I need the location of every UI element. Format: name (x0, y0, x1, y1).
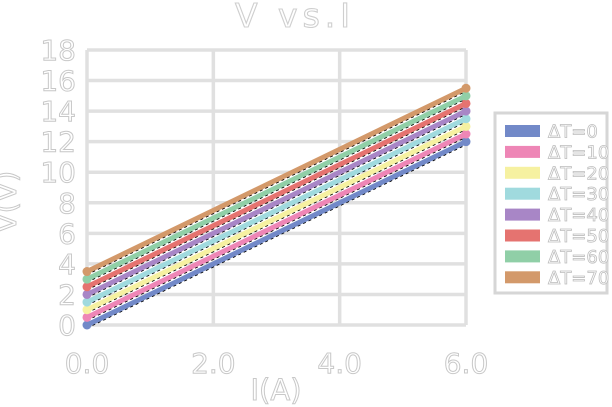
legend-item: ΔT=70 (505, 267, 610, 289)
data-point (82, 297, 92, 307)
series-line (84, 85, 469, 275)
series-ΔT=10 (82, 129, 471, 322)
legend-swatch (505, 125, 540, 137)
series-ΔT=40 (82, 106, 471, 299)
fit-line (86, 98, 467, 283)
data-point (82, 267, 92, 277)
series-ΔT=50 (82, 98, 471, 292)
fit-line (86, 113, 467, 298)
x-axis-tick-labels: 0.0 2.0 4.0 6.0 (64, 347, 489, 381)
legend-label: ΔT=70 (548, 268, 609, 289)
legend-item: ΔT=10 (505, 142, 610, 164)
y-tick-label: 8 (58, 187, 76, 220)
y-tick-label: 0 (58, 309, 76, 342)
legend-item: ΔT=30 (505, 184, 610, 206)
series-line (84, 131, 469, 320)
legend-item: ΔT=40 (505, 205, 610, 227)
data-point (461, 91, 471, 101)
data-point (461, 129, 471, 139)
data-point (82, 312, 92, 322)
y-tick-label: 10 (40, 156, 76, 189)
legend-label: ΔT=10 (548, 142, 609, 163)
legend-swatch (505, 145, 540, 158)
fit-line (86, 144, 467, 329)
fit-line (86, 128, 467, 314)
x-tick-label: 0.0 (65, 347, 110, 380)
legend-swatch (505, 166, 540, 179)
data-point (461, 83, 471, 93)
y-tick-label: 14 (40, 95, 76, 128)
legend-box (493, 111, 609, 295)
y-tick-label: 12 (40, 126, 76, 159)
y-axis-label: V(V) (0, 171, 23, 233)
fit-line (86, 121, 467, 306)
data-point (82, 320, 92, 330)
data-point (82, 282, 92, 292)
data-point (82, 289, 92, 299)
legend-swatch (505, 229, 540, 242)
fit-line (86, 136, 467, 321)
fit-line (86, 90, 467, 276)
chart-title: V vs.I (235, 0, 355, 35)
data-series (82, 83, 471, 330)
y-tick-label: 16 (40, 65, 76, 98)
series-ΔT=70 (82, 83, 471, 277)
data-point (461, 106, 471, 116)
fit-line (86, 105, 467, 291)
legend-label: ΔT=60 (548, 247, 609, 268)
legend-label: ΔT=50 (548, 226, 609, 247)
data-point (461, 121, 471, 131)
x-tick-label: 2.0 (191, 347, 236, 380)
data-point (461, 137, 471, 147)
legend-label: ΔT=0 (548, 122, 598, 143)
legend-item: ΔT=50 (505, 226, 610, 247)
data-point (461, 114, 471, 124)
series-ΔT=30 (82, 114, 471, 307)
data-point (82, 274, 92, 284)
series-ΔT=0 (82, 137, 471, 330)
series-line (84, 116, 469, 305)
legend-swatch (505, 187, 540, 200)
series-ΔT=60 (82, 91, 471, 284)
series-line (84, 139, 469, 328)
data-point (461, 98, 471, 108)
data-point (82, 305, 92, 315)
legend-item: ΔT=20 (505, 163, 610, 185)
x-axis-label: I(A) (250, 373, 301, 407)
x-tick-label: 4.0 (317, 347, 362, 380)
series-line (84, 100, 469, 290)
y-tick-label: 4 (58, 248, 76, 281)
x-tick-label: 6.0 (444, 347, 489, 380)
y-tick-label: 2 (58, 278, 76, 311)
y-tick-label: 18 (40, 34, 76, 67)
legend-swatch (505, 271, 540, 284)
legend-label: ΔT=30 (548, 184, 609, 205)
y-tick-label: 6 (58, 217, 76, 250)
series-line (84, 93, 469, 282)
legend-swatch (505, 208, 540, 221)
legend-label: ΔT=20 (548, 163, 609, 184)
legend-item: ΔT=60 (505, 246, 610, 268)
legend-label: ΔT=40 (548, 205, 609, 226)
series-line (84, 123, 469, 313)
series-ΔT=20 (82, 121, 471, 315)
series-line (84, 108, 469, 297)
legend-item: ΔT=0 (505, 121, 598, 143)
legend-swatch (505, 250, 540, 263)
